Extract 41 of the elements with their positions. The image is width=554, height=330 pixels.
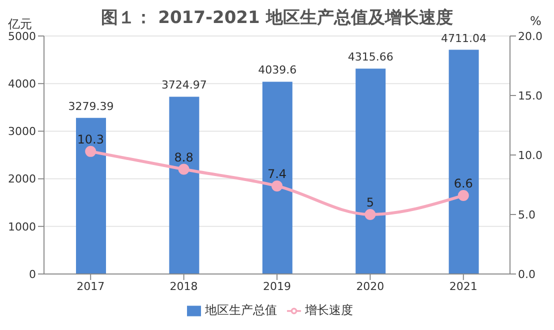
y-axis-title: 亿元 <box>8 16 32 32</box>
data-label: 7.4 <box>267 166 287 181</box>
y2-tick-label: 20.0 <box>518 30 542 43</box>
y2-tick-label: 5.0 <box>518 208 536 222</box>
chart-title: 图１： 2017-2021 地区生产总值及增长速度 <box>101 8 453 28</box>
point <box>364 209 376 220</box>
point <box>85 146 96 157</box>
point <box>178 164 190 175</box>
bar <box>448 50 479 274</box>
y-tick-label: 3000 <box>8 125 36 138</box>
bar <box>356 68 386 274</box>
y-tick-label: 0 <box>29 268 36 281</box>
x-tick-label: 2019 <box>263 280 291 293</box>
point <box>458 190 469 201</box>
x-tick-label: 2018 <box>170 280 198 293</box>
y-tick-label: 2000 <box>8 172 36 186</box>
y2-axis-title: % <box>530 14 542 28</box>
x-tick-label: 2020 <box>356 280 384 293</box>
y2-tick-label: 15.0 <box>518 89 542 102</box>
y-tick-label: 4000 <box>8 78 36 91</box>
y2-tick-label: 10.0 <box>518 148 542 162</box>
bar <box>169 96 200 274</box>
bar <box>262 82 292 274</box>
data-label: 4039.6 <box>258 64 297 77</box>
legend-label: 地区生产总值 <box>205 303 277 317</box>
x-tick-label: 2021 <box>449 280 478 293</box>
data-label: 10.3 <box>77 132 104 146</box>
data-label: 3279.39 <box>68 100 114 113</box>
data-label: 3724.97 <box>161 78 207 92</box>
x-tick-label: 2017 <box>76 280 105 293</box>
y-tick-label: 5000 <box>8 30 36 43</box>
data-label: 5 <box>366 196 374 210</box>
bar <box>76 118 106 274</box>
point <box>272 180 282 192</box>
data-label: 4711.04 <box>441 32 487 45</box>
y-tick-label: 1000 <box>8 220 36 234</box>
data-label: 4315.66 <box>348 50 394 64</box>
data-label: 8.8 <box>174 150 194 164</box>
data-label: 6.6 <box>454 176 473 190</box>
legend-label: 增长速度 <box>305 303 353 317</box>
y2-tick-label: 0.0 <box>518 268 536 281</box>
